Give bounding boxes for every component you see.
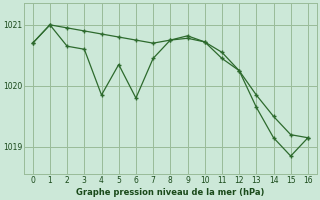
X-axis label: Graphe pression niveau de la mer (hPa): Graphe pression niveau de la mer (hPa) — [76, 188, 265, 197]
